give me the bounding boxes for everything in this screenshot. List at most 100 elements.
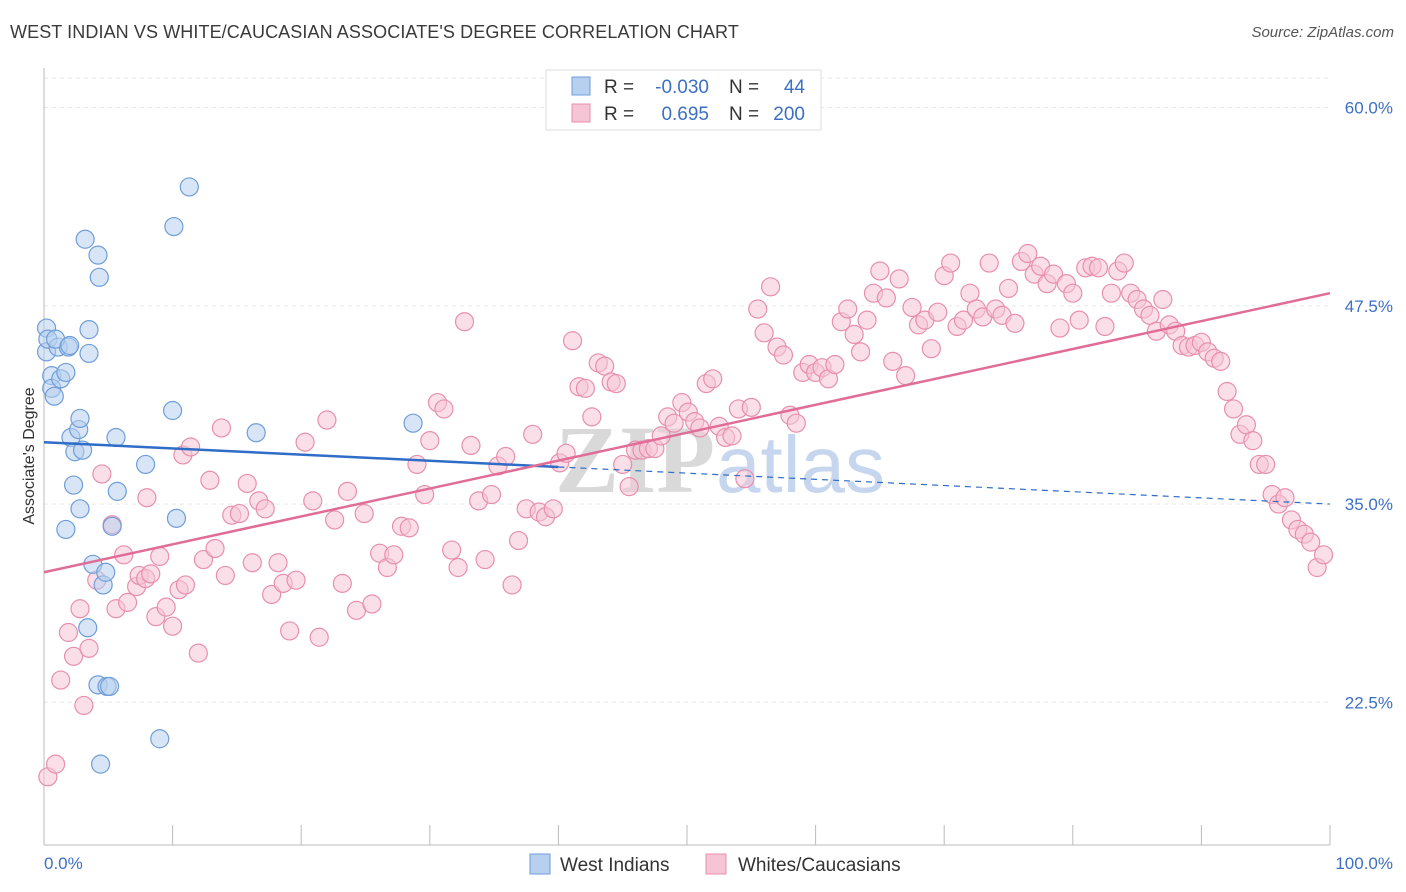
stats-n-value-2: 200: [773, 104, 805, 125]
trend-line-west-indians: [43, 440, 559, 469]
scatter-point: [407, 454, 427, 475]
y-tick-labels: 22.5% 35.0% 47.5% 60.0%: [1345, 99, 1393, 713]
scatter-point: [582, 407, 602, 427]
scatter-point: [280, 621, 300, 641]
source-credit: Source: ZipAtlas.com: [1251, 24, 1394, 41]
scatter-point: [309, 627, 329, 647]
scatter-point: [74, 695, 94, 716]
scatter-point: [51, 670, 71, 690]
scatter-point: [1043, 264, 1064, 284]
scatter-point: [56, 362, 76, 383]
chart-title: WEST INDIAN VS WHITE/CAUCASIAN ASSOCIATE…: [10, 22, 739, 42]
scatter-point: [211, 418, 232, 438]
scatter-point: [188, 643, 208, 663]
scatter-point: [75, 229, 95, 249]
scatter-point: [481, 484, 502, 505]
scatter-point: [703, 369, 723, 389]
scatter-point: [268, 553, 288, 573]
scatter-point: [58, 622, 79, 643]
legend-label-whites: Whites/Caucasians: [738, 855, 901, 876]
scatter-point: [1088, 258, 1109, 278]
scatter-point: [63, 646, 84, 666]
stats-n-label-1: N =: [729, 77, 759, 98]
scatter-point: [420, 431, 440, 451]
scatter-point: [523, 424, 543, 444]
west-indians-points: [36, 177, 423, 774]
scatter-point: [543, 499, 563, 519]
scatter-point: [1101, 283, 1121, 303]
scatter-point: [1018, 243, 1038, 264]
legend-swatch-whites: [705, 853, 727, 875]
scatter-point: [754, 323, 774, 343]
scatter-point: [337, 481, 358, 501]
scatter-point: [325, 510, 345, 530]
scatter-point: [434, 399, 454, 419]
scatter-point: [722, 426, 742, 446]
x-tick-label-max: 100.0%: [1335, 854, 1393, 873]
y-tick-label: 60.0%: [1345, 99, 1393, 118]
scatter-point: [562, 331, 583, 351]
scatter-point: [205, 538, 225, 559]
scatter-point: [150, 729, 170, 749]
scatter-point: [1050, 318, 1070, 338]
scatter-point: [90, 754, 111, 774]
scatter-point: [1313, 545, 1334, 565]
scatter-point: [79, 343, 99, 364]
scatter-point: [1211, 351, 1231, 371]
scatter-point: [229, 503, 250, 524]
scatter-point: [403, 413, 423, 433]
scatter-point: [613, 454, 633, 475]
scatter-point: [99, 676, 120, 697]
y-tick-label: 22.5%: [1345, 693, 1393, 712]
scatter-point: [70, 599, 90, 619]
scatter-point: [606, 373, 626, 394]
scatter-point: [163, 400, 183, 421]
stats-r-value-1: -0.030: [655, 77, 709, 98]
scatter-point: [237, 473, 257, 494]
scatter-point: [137, 488, 157, 508]
scatter-point: [454, 312, 475, 332]
scatter-point: [156, 597, 176, 617]
scatter-point: [262, 584, 282, 605]
scatter-point: [461, 435, 481, 455]
scatter-point: [741, 397, 761, 417]
scatter-point: [998, 278, 1019, 299]
scatter-point: [844, 324, 864, 344]
trend-line-west-indians-extension: [558, 466, 1331, 505]
scatter-point: [303, 491, 323, 511]
scatter-point: [295, 432, 315, 452]
scatter-point: [876, 288, 896, 308]
scatter-point: [941, 253, 961, 273]
scatter-point: [70, 499, 90, 519]
scatter-point: [664, 413, 684, 433]
scatter-point: [362, 594, 382, 614]
scatter-point: [354, 503, 374, 524]
stats-r-label-1: R =: [604, 77, 634, 98]
scatter-point: [825, 354, 845, 375]
scatter-point: [1256, 454, 1276, 475]
scatter-point: [773, 345, 794, 365]
scatter-point: [44, 386, 64, 406]
scatter-point: [896, 366, 916, 386]
scatter-point: [870, 261, 890, 281]
scatter-point: [175, 575, 196, 595]
stats-legend: R = -0.030 N = 44 R = 0.695 N = 200: [545, 69, 822, 131]
scatter-point: [851, 342, 871, 362]
watermark-atlas: atlas: [716, 420, 885, 509]
scatter-point: [735, 469, 755, 489]
scatter-point: [760, 277, 781, 297]
scatter-point: [107, 481, 127, 501]
scatter-point: [92, 464, 112, 484]
scatter-point: [45, 754, 66, 774]
trend-lines: [43, 291, 1331, 574]
y-axis-title: Associate's Degree: [21, 387, 38, 524]
scatter-point: [921, 339, 941, 359]
scatter-point: [1095, 316, 1115, 337]
scatter-point: [979, 253, 999, 273]
scatter-point: [1005, 313, 1025, 333]
scatter-point: [106, 427, 126, 448]
scatter-point: [475, 549, 495, 570]
scatter-point: [88, 245, 108, 265]
y-tick-label: 35.0%: [1345, 495, 1393, 514]
scatter-point: [575, 378, 596, 398]
